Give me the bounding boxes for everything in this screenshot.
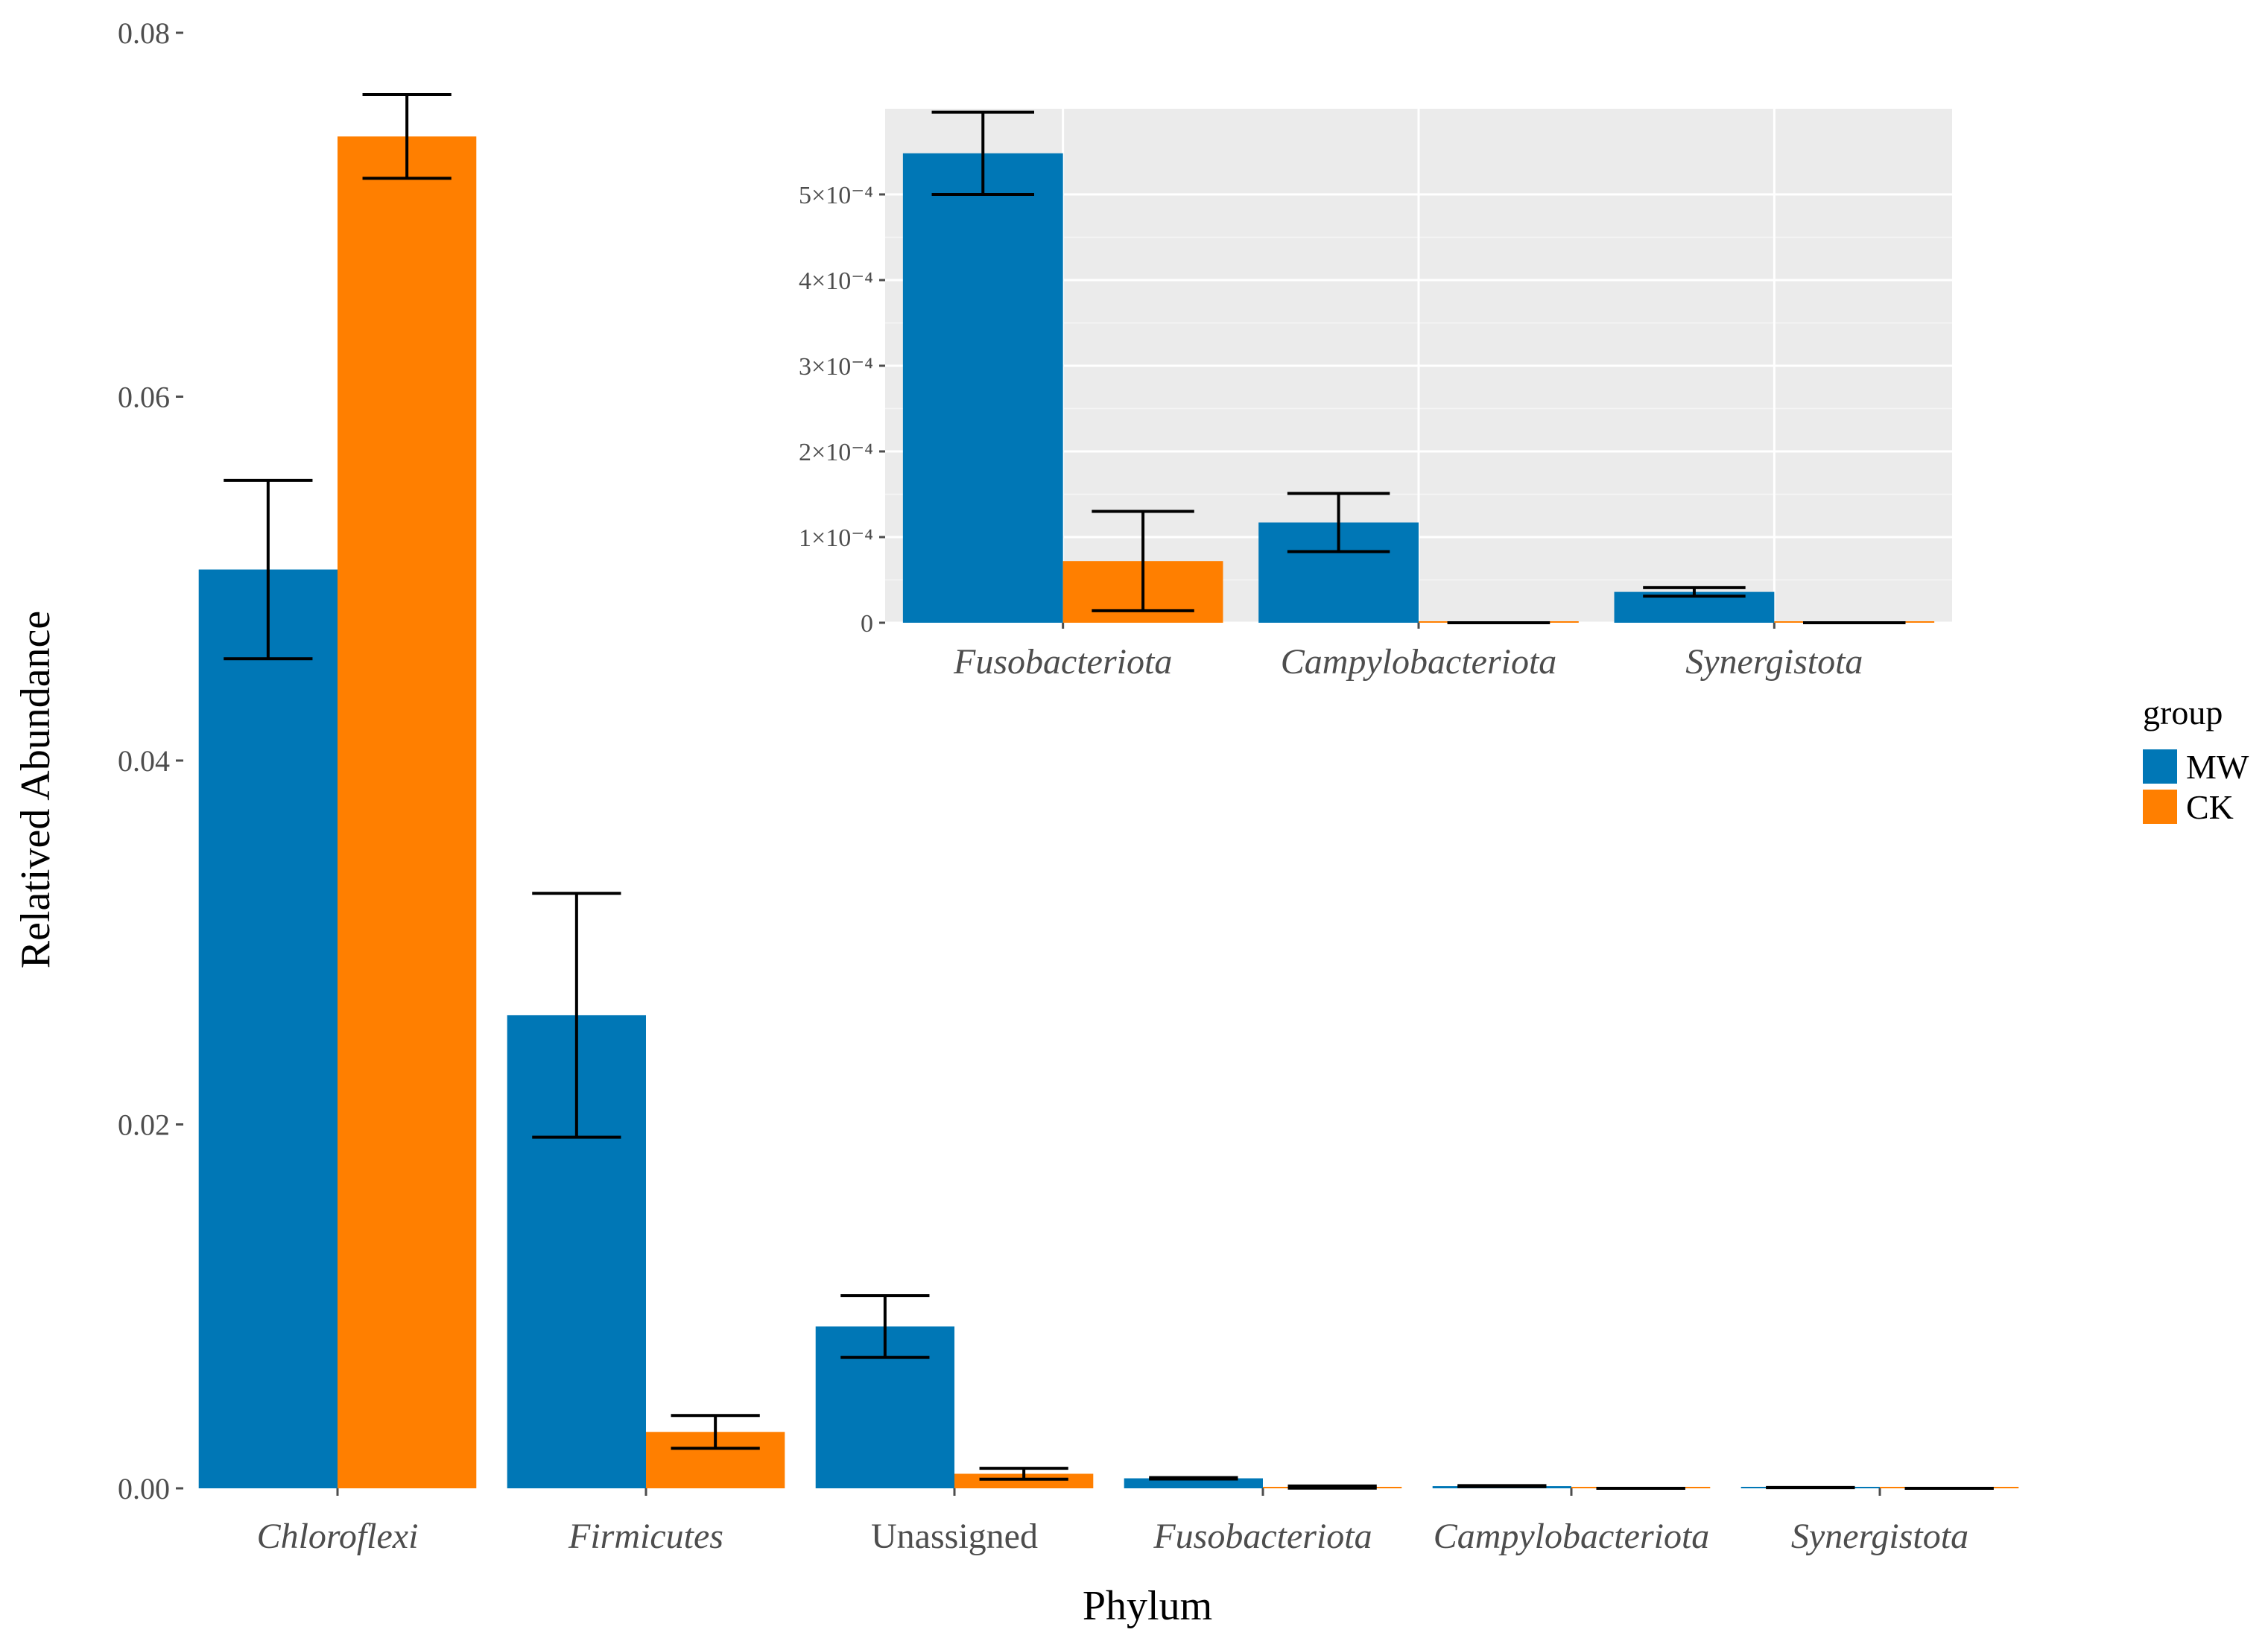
y-tick-label: 5×10⁻⁴ <box>799 182 873 209</box>
x-tick-label-synergistota: Synergistota <box>1685 642 1863 682</box>
y-axis-title: Relatived Abundance <box>13 611 59 969</box>
error-bar-mw-firmicutes <box>532 892 621 1139</box>
error-bar-mw-fusobacteriota <box>931 110 1035 196</box>
y-tick-label: 0 <box>861 610 873 638</box>
legend: group MW CK <box>2143 694 2249 826</box>
main-plot: 0.00 0.02 0.04 0.06 0.08 Chloroflexi Firmicute… <box>118 16 2019 1556</box>
legend-swatch-ck <box>2143 790 2177 824</box>
y-tick-label: 0.00 <box>118 1472 170 1505</box>
x-tick-label-campylobacteriota: Campylobacteriota <box>1281 642 1557 682</box>
legend-label-mw: MW <box>2186 748 2249 786</box>
error-bar-mw-chloroflexi <box>224 478 313 661</box>
error-bar-ck-fusobacteriota <box>1287 1484 1377 1490</box>
y-tick-label: 0.02 <box>118 1108 170 1142</box>
y-tick-label: 3×10⁻⁴ <box>799 353 873 381</box>
bar-ck-chloroflexi <box>338 136 477 1488</box>
legend-swatch-mw <box>2143 749 2177 784</box>
y-tick-label: 0.04 <box>118 744 170 778</box>
x-tick-label-firmicutes: Firmicutes <box>568 1517 723 1556</box>
error-bar-ck-fusobacteriota <box>1092 510 1194 612</box>
y-tick-label: 0.06 <box>118 381 170 414</box>
inset-plot: 0 1×10⁻⁴ 2×10⁻⁴ 3×10⁻⁴ 4×10⁻⁴ 5×10⁻⁴ Fusobacte… <box>799 109 1952 682</box>
error-bar-mw-unassigned <box>840 1294 930 1359</box>
x-tick-label-fusobacteriota: Fusobacteriota <box>953 642 1172 682</box>
bar-ck-unassigned <box>954 1473 1094 1488</box>
error-bar-mw-synergistota <box>1643 585 1746 598</box>
y-tick-label: 1×10⁻⁴ <box>799 524 873 552</box>
y-tick-label: 0.08 <box>118 16 170 50</box>
x-tick-label-campylobacteriota: Campylobacteriota <box>1434 1517 1710 1556</box>
x-tick-label-chloroflexi: Chloroflexi <box>257 1517 419 1556</box>
bar-mw-fusobacteriota <box>1124 1478 1263 1488</box>
bar-mw-fusobacteriota <box>902 153 1063 623</box>
x-tick-label-fusobacteriota: Fusobacteriota <box>1153 1517 1372 1556</box>
error-bar-ck-firmicutes <box>671 1414 760 1450</box>
error-bar-ck-unassigned <box>979 1467 1068 1481</box>
y-tick-label: 4×10⁻⁴ <box>799 267 873 295</box>
x-axis-title: Phylum <box>1083 1583 1212 1629</box>
error-bar-mw-fusobacteriota <box>1149 1476 1238 1481</box>
error-bar-mw-campylobacteriota <box>1287 492 1390 553</box>
error-bar-mw-campylobacteriota <box>1457 1484 1547 1488</box>
x-tick-label-unassigned: Unassigned <box>871 1517 1038 1556</box>
legend-title: group <box>2143 694 2223 731</box>
bar-mw-chloroflexi <box>198 569 338 1488</box>
y-tick-label: 2×10⁻⁴ <box>799 439 873 466</box>
legend-label-ck: CK <box>2186 788 2234 826</box>
x-tick-label-synergistota: Synergistota <box>1791 1517 1968 1556</box>
error-bar-ck-chloroflexi <box>362 93 452 180</box>
